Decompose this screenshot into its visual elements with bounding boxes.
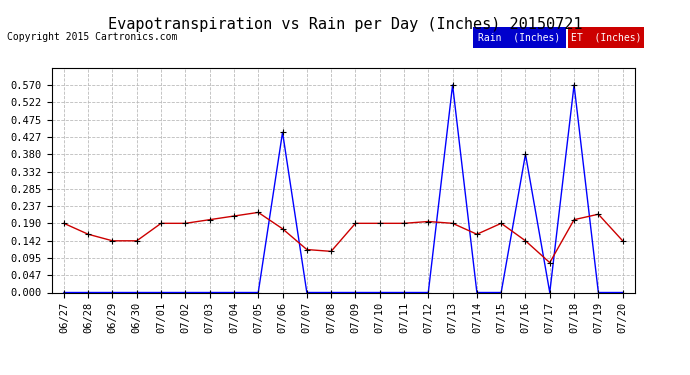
Text: ET  (Inches): ET (Inches) — [571, 32, 641, 42]
Text: Rain  (Inches): Rain (Inches) — [478, 32, 560, 42]
Text: Evapotranspiration vs Rain per Day (Inches) 20150721: Evapotranspiration vs Rain per Day (Inch… — [108, 17, 582, 32]
Text: Copyright 2015 Cartronics.com: Copyright 2015 Cartronics.com — [7, 32, 177, 42]
